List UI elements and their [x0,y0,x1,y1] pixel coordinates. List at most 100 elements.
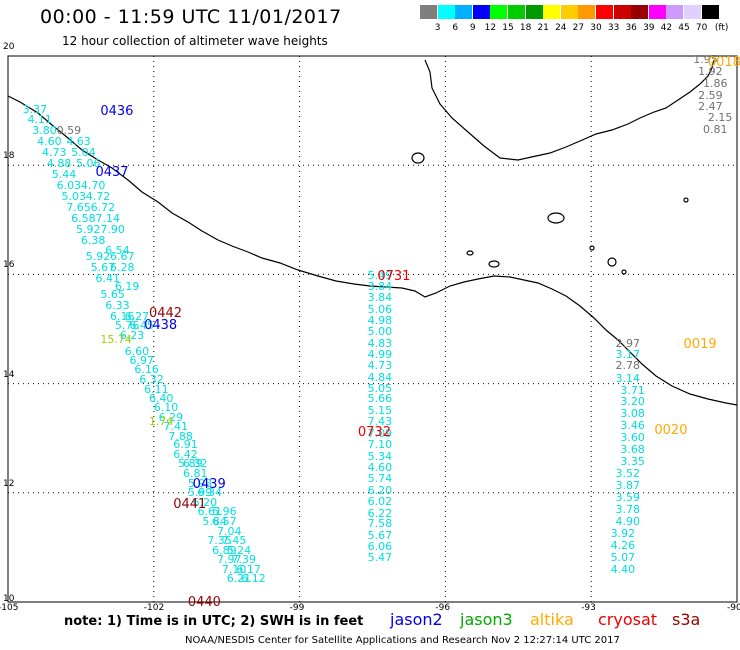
wave-height-value: 6.28 [110,260,135,274]
wave-height-value: 5.67 [367,528,393,542]
wave-height-value: 2.47 [698,99,723,113]
colorbar-label: 12 [484,23,497,33]
colorbar-label: 70 [695,23,708,33]
island [547,212,565,224]
wave-height-value: 7.41 [163,420,189,434]
wave-height-value: 6.57 [212,514,237,528]
pass-time-label: 0440 [187,595,221,611]
wave-height-value: 5.00 [367,324,393,338]
pass-time-label: 0732 [357,424,391,440]
wave-height-value: 6.29 [158,410,184,424]
x-tick-label: -102 [143,603,165,613]
wave-height-value: 6.72 [90,200,116,214]
colorbar-swatch [613,5,631,19]
colorbar-swatch [631,5,649,19]
y-tick-label: 12 [3,478,15,489]
legend-satellite-altika: altika [530,610,574,629]
wave-height-value: 4.83 [367,336,393,350]
wave-height-value: 5.74 [367,472,393,486]
wave-height-value: 6.41 [95,271,120,285]
wave-height-value: 3.84 [367,279,393,293]
wave-height-value: 6.17 [236,562,261,576]
wave-height-value: 4.90 [615,515,641,529]
x-tick-label: -93 [581,603,596,613]
colorbar-label: 33 [607,23,620,33]
colorbar-unit: (ft) [714,23,729,33]
wave-height-value: 5.92 [76,222,101,236]
lat-lon-grid [8,56,737,602]
wave-height-value: 7.10 [367,438,393,452]
wave-height-value: 6.60 [124,345,150,359]
wave-height-value: 3.92 [610,527,636,541]
wave-height-value: 3.46 [620,419,645,433]
wave-height-value: 4.40 [610,563,636,577]
wave-height-value: 4.60 [367,461,393,475]
wave-height-value: 4.11 [27,113,52,127]
wave-height-value: 6.20 [192,495,218,509]
y-tick-label: 16 [3,260,15,271]
wave-height-value: 6.81 [182,467,208,481]
wave-height-value: 2.97 [615,337,641,351]
wave-height-value: 6.19 [114,279,140,293]
wave-height-value: 6.61 [197,505,223,519]
island [683,197,689,203]
x-tick-label: -96 [435,603,451,613]
wave-height-value: 6.33 [105,299,130,313]
island [411,152,425,164]
wave-height-value: 7.09 [367,427,393,441]
wave-height-value: 1.92 [698,65,723,79]
wave-height-value: 3.35 [620,455,645,469]
colorbar-label: 30 [590,23,602,33]
wave-height-value: 5.76 [114,319,140,333]
coastline-pacific [7,95,738,406]
legend-satellite-cryosat: cryosat [598,610,658,629]
wave-height-value: 6.27 [124,309,150,323]
colorbar-swatch [455,5,473,19]
wave-height-value: 5.05 [367,381,393,395]
colorbar-swatch [684,5,701,19]
colorbar-swatch [543,5,561,19]
y-tick-label: 18 [3,151,15,162]
wave-height-value: 5.99 [187,485,213,499]
legend-satellite-jason3: jason3 [460,610,513,629]
colorbar-label: 36 [625,23,637,33]
wave-height-value: 4.63 [66,135,91,149]
island [607,257,617,267]
colorbar-swatch [701,5,719,19]
island [466,250,474,256]
map-title: 00:00 - 11:59 UTC 11/01/2017 [40,6,342,28]
wave-height-value: 7.39 [231,552,257,566]
wave-height-value: 5.34 [367,449,393,463]
pass-time-label: 0438 [144,318,178,334]
wave-height-value: 4.84 [367,370,393,384]
wave-height-value: 4.70 [80,178,106,192]
wave-height-value: 7.43 [367,415,393,429]
wave-height-value: 3.80 [32,124,57,138]
x-tick-label: -105 [0,603,19,613]
wave-height-value: 2.59 [698,88,723,102]
colorbar-label: 6 [452,23,459,33]
wave-height-value: 6.22 [367,506,393,520]
wave-height-value: 6.89 [212,543,237,557]
pass-time-label: 0019 [683,337,717,353]
wave-height-value: 5.92 [85,249,111,263]
pass-time-label: 0020 [654,423,688,439]
y-tick-label: 20 [3,42,15,52]
wave-height-value: 0.81 [702,122,728,136]
wave-height-value: 6.06 [367,540,393,554]
x-tick-label: -90 [727,603,740,613]
wave-height-value: 6.97 [129,353,155,367]
y-tick-label: 10 [3,594,15,604]
wave-height-value: 5.96 [212,505,237,519]
wave-height-value: 7.04 [216,524,242,538]
x-tick-label: -99 [289,603,305,613]
wave-height-value: 5.93 [187,477,213,491]
colorbar-label: 21 [537,23,549,33]
wave-height-value: 5.65 [100,288,125,302]
colorbar-swatch [648,5,666,19]
wave-height-value: 5.67 [90,260,116,274]
wave-height-value: 7.10 [221,562,247,576]
coastline [7,59,738,406]
wave-height-value: 6.34 [197,485,223,499]
wave-height-value: 7.65 [66,200,91,214]
